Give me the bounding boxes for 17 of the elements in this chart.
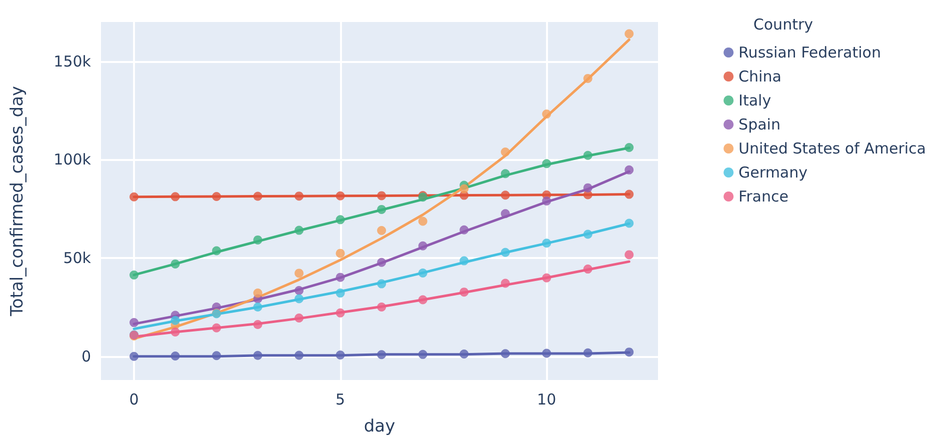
legend-label: China — [738, 68, 782, 86]
y-tick-label: 50k — [63, 249, 92, 268]
x-axis-title: day — [364, 416, 396, 436]
legend-label: Spain — [738, 116, 780, 134]
legend-title: Country — [753, 16, 814, 34]
legend-label: United States of America — [738, 140, 926, 158]
y-tick-label: 150k — [54, 52, 92, 70]
y-tick-label: 0 — [81, 347, 91, 366]
y-axis-title: Total_confirmed_cases_day — [8, 86, 28, 318]
legend-label: Germany — [738, 164, 808, 182]
y-tick-label: 100k — [54, 150, 92, 169]
legend-label: Italy — [738, 92, 772, 110]
x-tick-label: 0 — [129, 390, 139, 408]
x-tick-label: 10 — [537, 390, 556, 408]
legend-label: Russian Federation — [738, 44, 881, 62]
x-tick-label: 5 — [336, 390, 346, 408]
legend-label: France — [738, 188, 788, 206]
